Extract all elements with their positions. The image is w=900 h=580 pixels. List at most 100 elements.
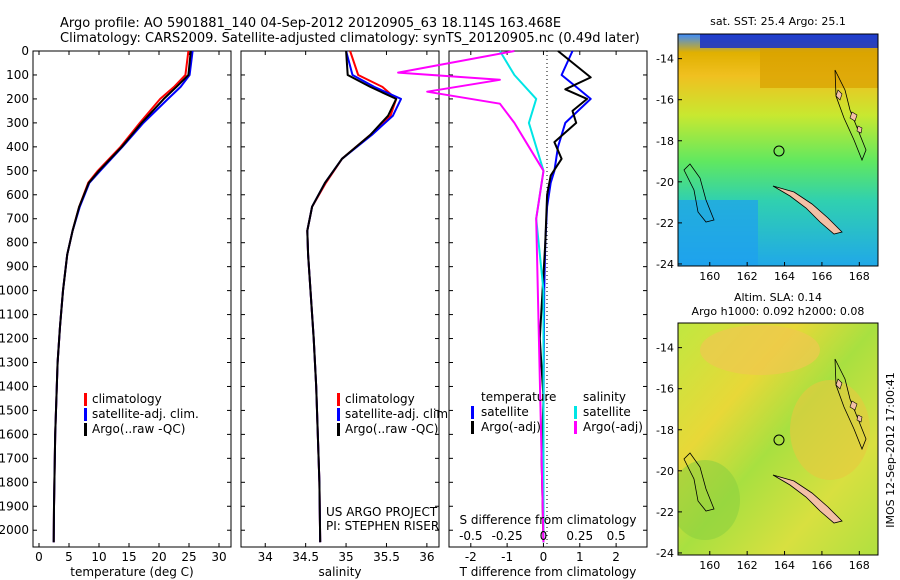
y-tick-label: 300	[6, 116, 29, 130]
lat-tick-label: -22	[656, 217, 674, 230]
lon-tick-label: 168	[849, 270, 870, 283]
difference-series	[397, 50, 592, 543]
y-tick-label: 1200	[0, 332, 29, 346]
sst-lon-axis: 160 162 164 166 168	[699, 262, 870, 283]
lat-tick-label: -16	[656, 94, 674, 107]
temperature-series	[52, 50, 194, 543]
lat-tick-label: -14	[656, 53, 674, 66]
sla-map-title-2: Argo h1000: 0.092 h2000: 0.08	[692, 305, 865, 318]
difference-axes-frame	[448, 50, 648, 548]
s-tick-label: 0.5	[607, 529, 626, 543]
x-tick-label: 35.5	[373, 550, 400, 564]
new-caledonia-island	[772, 474, 843, 524]
y-tick-label: 800	[6, 236, 29, 250]
y-tick-label: 1000	[0, 284, 29, 298]
legend-label: satellite	[583, 405, 631, 419]
legend-label: satellite	[481, 405, 529, 419]
y-tick-label: 1600	[0, 427, 29, 441]
y-tick-label: 100	[6, 68, 29, 82]
legend-swatch-satellite	[84, 408, 87, 421]
lat-tick-label: -18	[656, 424, 674, 437]
legend-label: Argo(..raw -QC)	[92, 422, 185, 436]
salinity-depth-ticks	[241, 50, 439, 531]
y-tick-label: 1700	[0, 451, 29, 465]
salinity-axis: 34 34.5 35 35.5 36	[258, 51, 435, 564]
lon-tick-label: 160	[699, 559, 720, 572]
temperature-xlabel: temperature (deg C)	[70, 565, 193, 579]
sst-warm-patch	[760, 48, 878, 88]
difference-legend: temperature salinity satellite Argo(-adj…	[471, 390, 643, 434]
s-tick-label: -0.5	[459, 529, 482, 543]
s-tick-label: 0.25	[566, 529, 593, 543]
salinity-legend: climatology satellite-adj. clim. Argo(..…	[337, 392, 452, 436]
y-tick-label: 400	[6, 140, 29, 154]
salinity-series	[306, 50, 402, 543]
vanuatu-islands	[835, 378, 863, 423]
header-line-1: Argo profile: AO 5901881_140 04-Sep-2012…	[60, 16, 561, 31]
sla-high-patch	[700, 325, 820, 375]
legend-label: Argo(-adj)	[481, 420, 541, 434]
argo-position-marker	[773, 145, 785, 157]
depth-axis: 0 100 200 300 400 500 600 700 800 900 1000 1100 1200…	[0, 44, 231, 537]
lat-tick-label: -22	[656, 506, 674, 519]
lon-tick-label: 166	[811, 559, 832, 572]
x-tick-label: 20	[151, 550, 166, 564]
y-tick-label: 600	[6, 188, 29, 202]
sst-map-title: sat. SST: 25.4 Argo: 25.1	[710, 15, 846, 28]
x-tick-label: 1	[576, 550, 584, 564]
x-tick-label: 15	[121, 550, 136, 564]
temperature-panel: 0100200300400500600700800900100011001200…	[0, 44, 232, 579]
x-tick-label: 34	[258, 550, 273, 564]
y-tick-label: 1100	[0, 308, 29, 322]
y-tick-label: 500	[6, 164, 29, 178]
pi-annotation: PI: STEPHEN RISER	[326, 519, 439, 533]
legend-label: climatology	[92, 392, 162, 406]
imos-credit: IMOS 12-Sep-2012 17:00:41	[884, 372, 897, 527]
legend-swatch-t-argo	[471, 421, 474, 434]
y-tick-label: 1300	[0, 355, 29, 369]
difference-depth-ticks	[449, 50, 647, 531]
t-difference-axis: -2 -1 0 1 2	[465, 51, 620, 564]
reef-outline	[683, 452, 715, 512]
project-annotation: US ARGO PROJECT	[326, 505, 438, 519]
vanuatu-outline	[834, 69, 867, 162]
salinity-panel: 34 34.5 35 35.5 36 climatology satellite-adj…	[240, 50, 452, 579]
y-tick-label: 0	[21, 44, 29, 58]
y-tick-label: 2000	[0, 523, 29, 537]
s-difference-label: S difference from climatology	[460, 513, 637, 527]
legend-swatch-satellite	[337, 408, 340, 421]
x-tick-label: 5	[65, 550, 73, 564]
legend-swatch-s-argo	[574, 421, 577, 434]
lat-tick-label: -24	[656, 258, 674, 271]
lat-tick-label: -20	[656, 465, 674, 478]
legend-swatch-argo	[84, 423, 87, 436]
lat-tick-label: -16	[656, 383, 674, 396]
legend-title-salinity: salinity	[583, 390, 626, 404]
legend-swatch-climatology	[337, 393, 340, 406]
x-tick-label: -2	[465, 550, 477, 564]
sst-lat-axis: -14 -16 -18 -20 -22 -24	[656, 53, 682, 271]
lat-tick-label: -20	[656, 176, 674, 189]
t-difference-xlabel: T difference from climatology	[459, 565, 637, 579]
y-tick-label: 1400	[0, 379, 29, 393]
lon-tick-label: 168	[849, 559, 870, 572]
x-tick-label: 34.5	[292, 550, 319, 564]
lon-tick-label: 162	[737, 559, 758, 572]
sla-lon-axis: 160 162 164 166 168	[699, 551, 870, 572]
x-tick-label: 36	[419, 550, 434, 564]
y-tick-label: 900	[6, 260, 29, 274]
x-tick-label: -1	[501, 550, 513, 564]
x-tick-label: 2	[612, 550, 620, 564]
legend-label: satellite-adj. clim.	[92, 407, 199, 421]
x-tick-label: 0	[540, 550, 548, 564]
sst-cold-band	[700, 34, 878, 48]
legend-label: Argo(-adj)	[583, 420, 643, 434]
legend-title-temperature: temperature	[481, 390, 556, 404]
legend-swatch-t-satellite	[471, 406, 474, 419]
temperature-axis: 0 5 10 15 20 25 30	[35, 51, 227, 564]
lat-tick-label: -24	[656, 547, 674, 560]
lon-tick-label: 162	[737, 270, 758, 283]
legend-label: climatology	[345, 392, 415, 406]
legend-swatch-argo	[337, 423, 340, 436]
